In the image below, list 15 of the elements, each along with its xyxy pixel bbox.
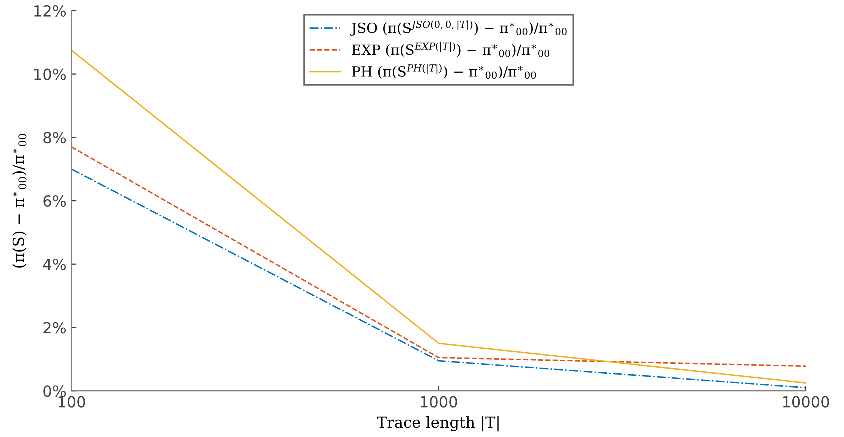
y-axis-title: (π(S) − π$^{∗}$$_{00}$)/π$^{∗}$$_{00}$ (12, 134, 27, 268)
legend-label: PH (π(S$^{PH(|T|)}$) − π$^{∗}$$_{00}$)/π$^{∗}$$_{00}$ (352, 64, 536, 80)
y-tick-label: 4% (43, 258, 66, 270)
y-tick-label: 2% (44, 322, 66, 334)
legend-label: JSO (π(S$^{JSO(0,0,|T|)}$) − π$^{∗}$$_{00}$)/π$^{∗}$$_{00}$ (350, 20, 567, 36)
x-tick-label: 100 (58, 396, 86, 408)
y-tick-label: 0% (44, 386, 66, 398)
x-tick-label: 10000 (783, 396, 830, 408)
x-tick-label: 1000 (421, 396, 458, 408)
legend-label: EXP (π(S$^{EXP(|T|)}$) − π$^{∗}$$_{00}$)/π$^{∗}$$_{00}$ (352, 42, 550, 58)
y-tick-label: 10% (34, 68, 66, 80)
y-tick-label: 6% (44, 195, 66, 208)
y-tick-label: 8% (44, 132, 66, 144)
x-axis-title: Trace length |T| (377, 416, 499, 432)
y-tick-label: 12% (34, 5, 66, 17)
